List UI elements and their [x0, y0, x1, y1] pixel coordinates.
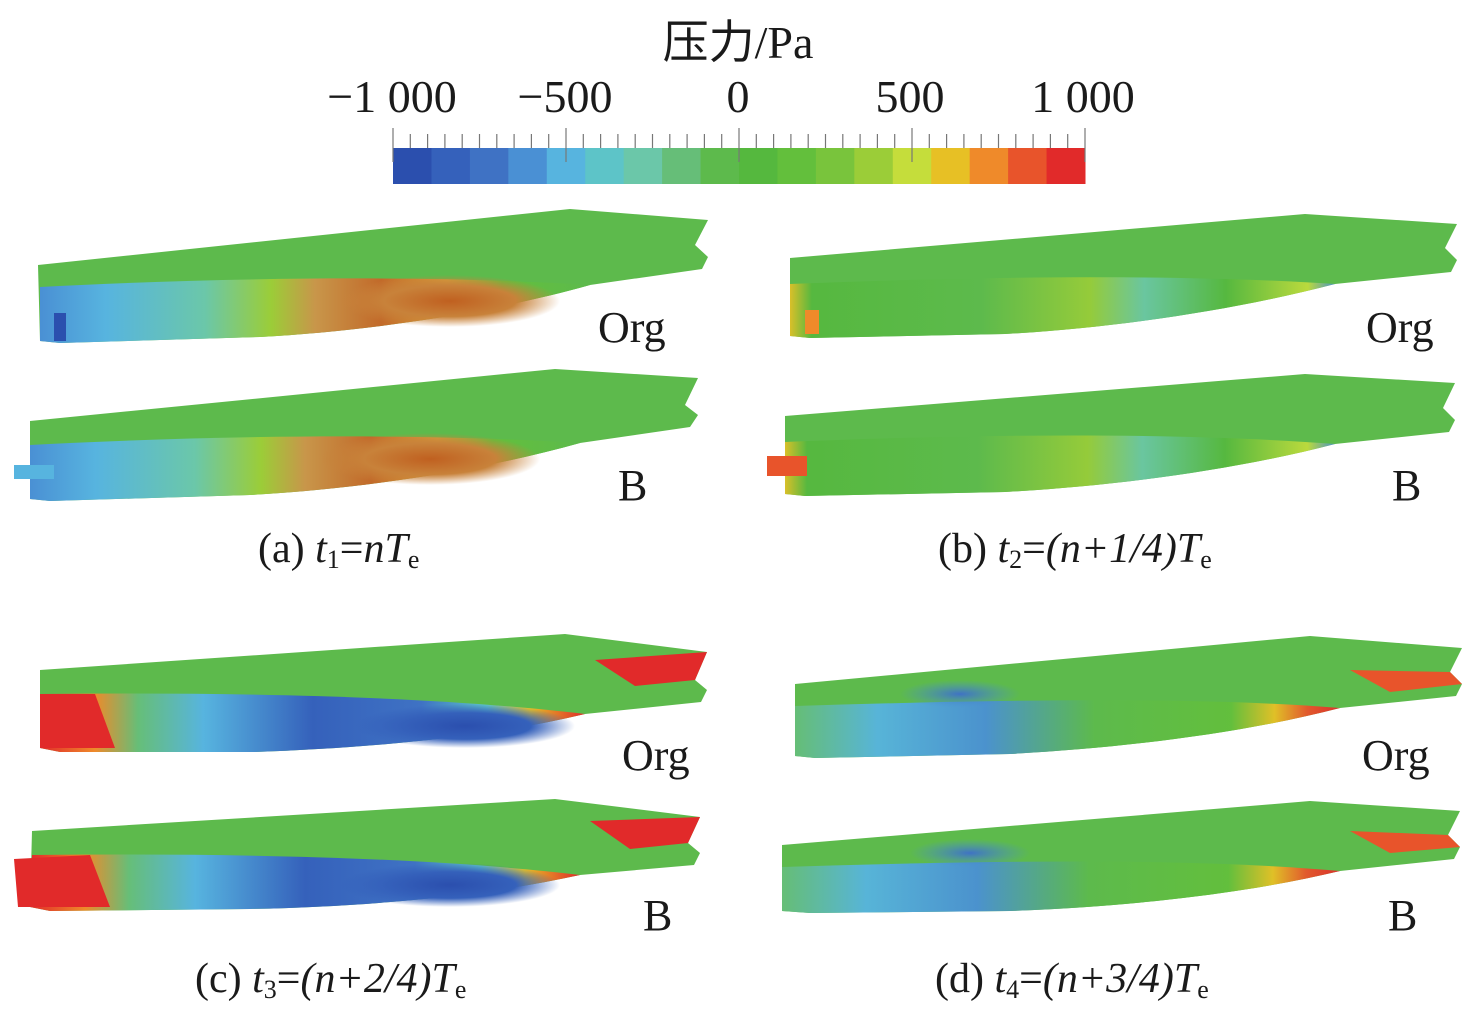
colorbar-swatch — [969, 148, 1009, 184]
colorbar-swatch — [700, 148, 740, 184]
colorbar-swatch — [508, 148, 548, 184]
colorbar-swatch — [1008, 148, 1048, 184]
hull-label-org: Org — [622, 731, 690, 780]
hull-label-org: Org — [1366, 303, 1434, 352]
colorbar-swatch — [623, 148, 663, 184]
colorbar-tick-label: 0 — [726, 71, 750, 122]
colorbar-swatch — [931, 148, 971, 184]
hull-org-panel-a — [38, 209, 708, 343]
hull-label-b: B — [1392, 461, 1422, 510]
colorbar-swatch — [469, 148, 509, 184]
colorbar-swatch — [815, 148, 855, 184]
hull-label-org: Org — [598, 303, 666, 352]
hull-label-b: B — [1388, 891, 1418, 940]
colorbar-title: 压力/Pa — [662, 17, 814, 68]
colorbar-tick-label: −1 000 — [327, 71, 457, 122]
colorbar-swatch — [585, 148, 625, 184]
colorbar-swatch — [777, 148, 817, 184]
pressure-colorbar — [392, 128, 1086, 184]
hull-label-org: Org — [1362, 731, 1430, 780]
colorbar-swatch — [662, 148, 702, 184]
colorbar-swatch — [739, 148, 778, 184]
hull-org-panel-d — [795, 636, 1462, 758]
hull-b-panel-b — [767, 374, 1455, 496]
caption-panel-c: (c) t3=(n+2/4)Te — [195, 956, 467, 1004]
colorbar-swatch — [431, 148, 471, 184]
hull-b-panel-a — [14, 369, 698, 501]
hull-b-panel-c — [14, 799, 700, 911]
caption-panel-a: (a) t1=nTe — [258, 526, 420, 574]
caption-panel-b: (b) t2=(n+1/4)Te — [938, 526, 1212, 574]
colorbar-tick-label: −500 — [517, 71, 613, 122]
caption-panel-d: (d) t4=(n+3/4)Te — [935, 956, 1209, 1004]
colorbar-swatch — [393, 148, 432, 184]
hull-label-b: B — [618, 461, 648, 510]
colorbar-swatch — [854, 148, 894, 184]
hull-org-panel-b — [790, 214, 1457, 338]
colorbar-tick-label: 1 000 — [1031, 71, 1135, 122]
hull-org-panel-c — [40, 634, 707, 752]
colorbar-tick-label: 500 — [875, 71, 945, 122]
colorbar-swatch — [1046, 148, 1086, 184]
hull-label-b: B — [643, 891, 673, 940]
hull-b-panel-d — [782, 801, 1460, 913]
